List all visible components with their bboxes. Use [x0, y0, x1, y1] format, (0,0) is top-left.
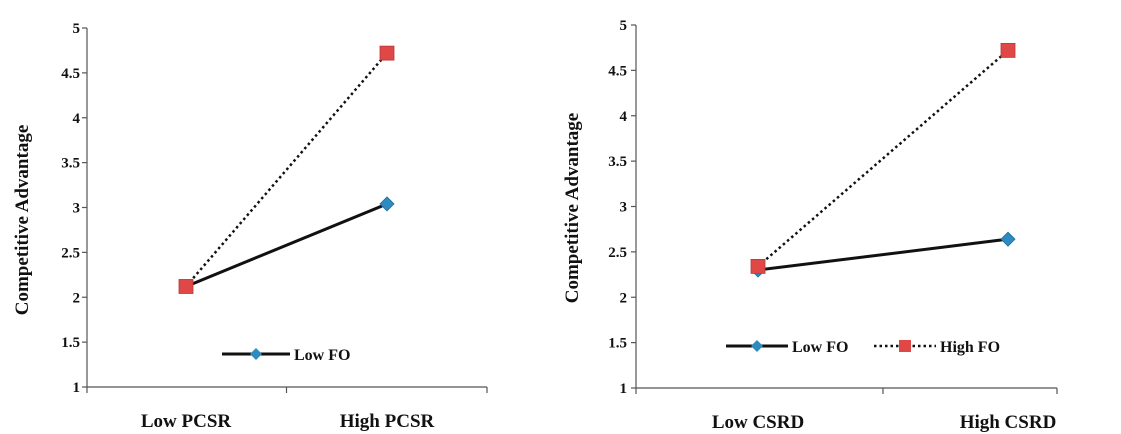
marker-high-fo [1000, 43, 1016, 58]
marker-low-fo [379, 196, 395, 212]
y-axis-title: Competitive Advantage [12, 125, 33, 316]
marker-high-fo [750, 258, 766, 274]
marker-high-fo [379, 45, 395, 61]
legend-label: High FO [940, 339, 1000, 356]
y-tick-label: 4.5 [61, 66, 80, 82]
y-tick-label: 4.5 [608, 63, 627, 79]
legend-marker-low-fo [751, 340, 763, 352]
y-tick-label: 1.5 [61, 335, 80, 351]
chart-2: 1 1.5 2 2.5 3 3.5 4 4.5 5 Low CSRD High CSRD Compet… [562, 18, 1058, 433]
y-tick-label: 4 [620, 109, 628, 125]
y-tick-label: 3 [73, 201, 81, 217]
y-tick-label: 3.5 [608, 154, 627, 170]
legend-marker-high-fo [899, 340, 911, 352]
series-line-high-fo [185, 52, 388, 288]
y-tick-label: 5 [620, 18, 628, 34]
series-line-low-fo [185, 202, 388, 288]
legend-marker-low-fo [250, 348, 262, 360]
y-tick-label: 1.5 [608, 336, 627, 352]
x-category-label: Low PCSR [141, 411, 232, 432]
y-tick-label: 2.5 [61, 245, 80, 261]
y-tick-label: 1 [620, 381, 628, 397]
series-line-high-fo [757, 49, 1009, 268]
y-tick-label: 2.5 [608, 245, 627, 261]
legend-label: Low FO [792, 339, 848, 356]
chart-1: 1 1.5 2 2.5 3 3.5 4 4.5 5 Low PCSR High PCSR Compet… [12, 21, 488, 432]
x-category-label: High PCSR [340, 411, 435, 432]
series-line-low-fo [757, 237, 1009, 272]
y-tick-label: 2 [73, 290, 81, 306]
y-tick-label: 2 [620, 290, 628, 306]
y-axis-title: Competitive Advantage [562, 113, 583, 304]
y-tick-label: 3 [620, 200, 628, 216]
x-category-label: High CSRD [960, 412, 1057, 433]
y-tick-label: 1 [73, 380, 81, 396]
y-tick-label: 5 [73, 21, 81, 37]
legend-label: Low FO [294, 347, 350, 364]
y-tick-label: 4 [73, 111, 81, 127]
y-tick-label: 3.5 [61, 156, 80, 172]
x-category-label: Low CSRD [712, 412, 804, 433]
marker-low-fo [1000, 231, 1016, 247]
marker-high-fo [178, 279, 194, 294]
